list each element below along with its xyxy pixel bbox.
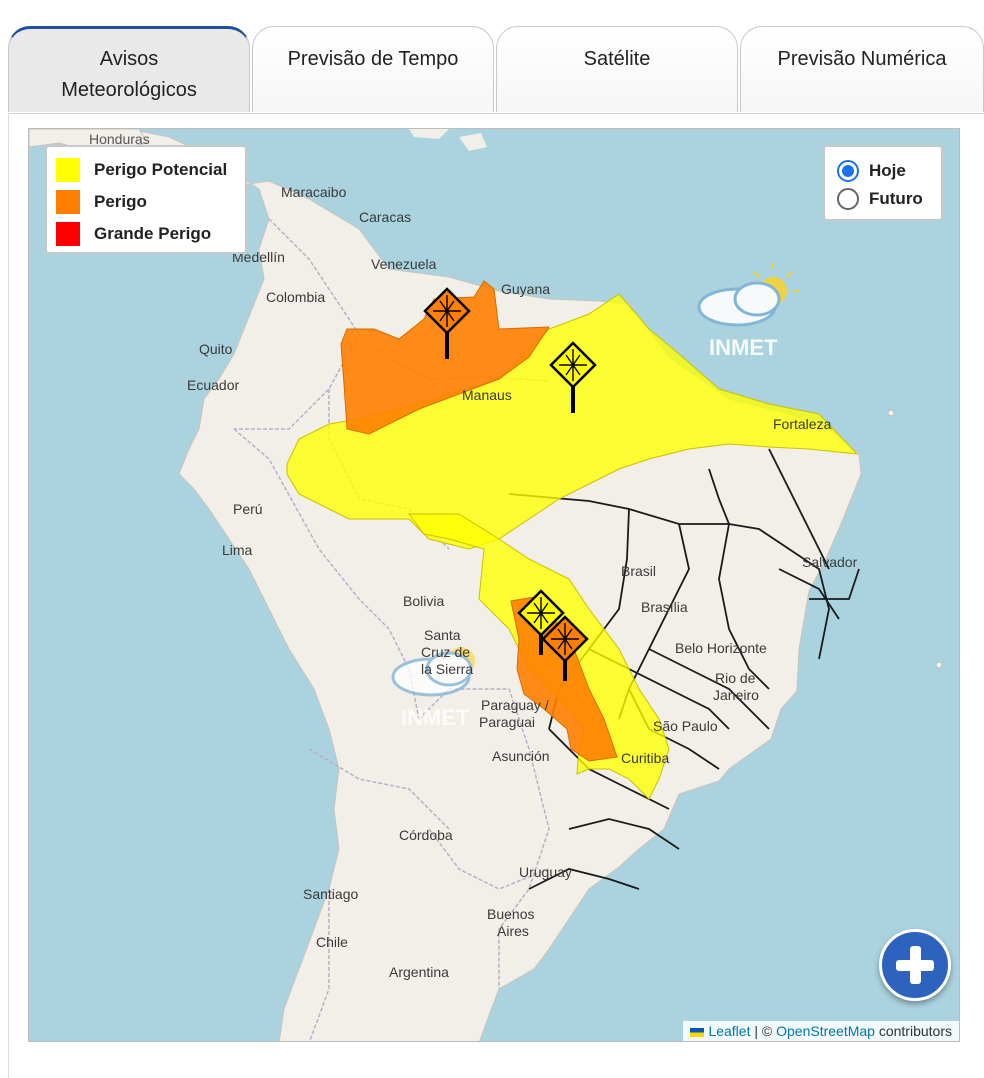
map-legend: Perigo Potencial Perigo Grande Perigo xyxy=(45,145,247,254)
legend-swatch-red xyxy=(56,222,80,246)
label-santa-cruz: la Sierra xyxy=(421,661,473,677)
label-argentina: Argentina xyxy=(389,964,449,980)
label-peru: Perú xyxy=(233,501,263,517)
tab-satelite[interactable]: Satélite xyxy=(496,26,738,112)
label-guyana: Guyana xyxy=(501,281,550,297)
attribution-contributors: contributors xyxy=(874,1023,952,1039)
tab-label: Previsão de Tempo xyxy=(287,48,459,70)
label-quito: Quito xyxy=(199,341,233,357)
label-santa-cruz: Cruz de xyxy=(421,644,470,660)
label-brasil: Brasil xyxy=(621,563,656,579)
leaflet-link[interactable]: Leaflet xyxy=(708,1023,751,1039)
panel-divider xyxy=(8,113,984,114)
atlantic-island xyxy=(887,409,895,417)
label-rio: Janeiro xyxy=(713,687,759,703)
watermark-text: INMET xyxy=(709,335,778,360)
tab-previsao-numerica[interactable]: Previsão Numérica xyxy=(740,26,984,112)
label-honduras: Honduras xyxy=(89,131,150,147)
legend-label: Perigo xyxy=(94,192,147,211)
inmet-watermark-logo: INMET xyxy=(697,263,799,360)
legend-label: Grande Perigo xyxy=(94,224,212,243)
label-fortaleza: Fortaleza xyxy=(773,416,832,432)
watermark-text: INMET xyxy=(401,705,470,730)
label-santiago: Santiago xyxy=(303,886,358,902)
label-asuncion: Asunción xyxy=(492,748,550,764)
inmet-watermark-logo: INMET xyxy=(391,647,475,730)
legend-swatch-orange xyxy=(56,190,80,214)
tab-previsao-de-tempo[interactable]: Previsão de Tempo xyxy=(252,26,494,112)
caribbean-island xyxy=(409,129,449,139)
warning-marker-icon[interactable] xyxy=(549,341,597,413)
tab-label: Satélite xyxy=(583,48,651,70)
place-labels: Honduras Maracaibo Caracas Medellín Vene… xyxy=(89,131,858,980)
map-attribution: Leaflet | © OpenStreetMap contributors xyxy=(683,1021,959,1041)
map-canvas[interactable]: INMET INMET Honduras Maracaibo Caracas M… xyxy=(29,129,960,1042)
label-caracas: Caracas xyxy=(359,209,411,225)
south-america-landmass xyxy=(48,129,862,1041)
radio-label: Futuro xyxy=(869,189,923,208)
label-venezuela: Venezuela xyxy=(371,256,437,272)
label-santa-cruz: Santa xyxy=(424,627,461,643)
warning-map[interactable]: INMET INMET Honduras Maracaibo Caracas M… xyxy=(28,128,960,1042)
legend-item: Grande Perigo xyxy=(56,218,245,250)
label-maracaibo: Maracaibo xyxy=(281,184,347,200)
radio-hoje[interactable]: Hoje xyxy=(837,157,941,185)
brazil-state-borders xyxy=(508,448,860,890)
legend-item: Perigo xyxy=(56,186,245,218)
label-belo-horizonte: Belo Horizonte xyxy=(675,640,767,656)
legend-label: Perigo Potencial xyxy=(94,160,228,179)
warning-marker-icon[interactable] xyxy=(423,287,471,359)
label-curitiba: Curitiba xyxy=(621,750,669,766)
radio-button[interactable] xyxy=(837,188,859,210)
tab-avisos-meteorologicos[interactable]: Avisos Meteorológicos xyxy=(8,26,250,112)
ukraine-flag-icon xyxy=(690,1027,705,1037)
label-lima: Lima xyxy=(222,542,253,558)
tab-label: Avisos Meteorológicos xyxy=(61,48,197,101)
add-button[interactable] xyxy=(879,929,951,1001)
warning-marker-icon[interactable] xyxy=(517,589,565,655)
warning-marker-icon[interactable] xyxy=(541,615,589,681)
panel-border xyxy=(8,113,9,1078)
label-colombia: Colombia xyxy=(266,289,325,305)
label-ecuador: Ecuador xyxy=(187,377,239,393)
label-manaus: Manaus xyxy=(462,387,512,403)
radio-futuro[interactable]: Futuro xyxy=(837,185,941,213)
label-salvador: Salvador xyxy=(802,554,858,570)
radio-label: Hoje xyxy=(869,161,906,180)
atlantic-island xyxy=(935,661,943,669)
plus-icon xyxy=(909,946,921,984)
label-buenos-aires: Buenos xyxy=(487,906,534,922)
label-bolivia: Bolivia xyxy=(403,593,444,609)
label-brasilia: Brasília xyxy=(641,599,688,615)
label-sao-paulo: São Paulo xyxy=(653,718,718,734)
label-paraguai: Paraguai xyxy=(479,714,535,730)
tab-bar: Avisos Meteorológicos Previsão de Tempo … xyxy=(8,26,984,114)
label-uruguay: Uruguay xyxy=(519,864,572,880)
tab-label: Previsão Numérica xyxy=(777,48,947,70)
label-cordoba: Córdoba xyxy=(399,827,453,843)
openstreetmap-link[interactable]: OpenStreetMap xyxy=(776,1023,875,1039)
attribution-separator: | © xyxy=(750,1023,777,1039)
period-selector: Hoje Futuro xyxy=(823,145,943,221)
caribbean-island xyxy=(459,133,487,151)
radio-button-checked[interactable] xyxy=(837,160,859,182)
legend-item: Perigo Potencial xyxy=(56,154,245,186)
label-paraguay: Paraguay / xyxy=(481,697,549,713)
label-rio: Rio de xyxy=(715,670,756,686)
label-chile: Chile xyxy=(316,934,348,950)
legend-swatch-yellow xyxy=(56,158,80,182)
label-buenos-aires: Aires xyxy=(497,923,529,939)
